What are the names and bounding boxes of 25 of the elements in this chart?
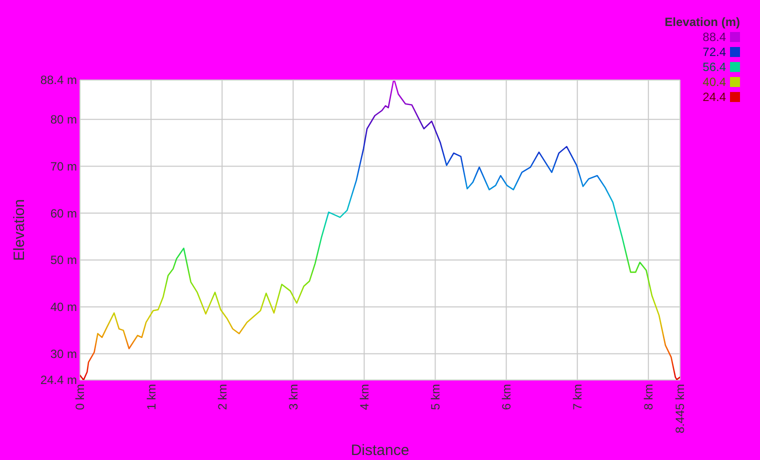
x-tick-label: 4 km: [357, 384, 372, 410]
y-tick-label: 50 m: [50, 253, 77, 268]
y-tick-label: 80 m: [50, 112, 77, 127]
x-tick-label: 2 km: [215, 384, 230, 410]
color-bar-label: 40.4: [702, 75, 726, 90]
line-series: [80, 80, 680, 380]
y-axis-title: Elevation: [11, 199, 28, 261]
y-tick-label: 40 m: [50, 300, 77, 314]
y-tick-label: 60 m: [50, 206, 77, 220]
x-tick-label: 6 km: [499, 384, 514, 410]
color-bar-label: 56.4: [702, 60, 726, 74]
y-tick-label: 70 m: [50, 159, 77, 174]
color-bar-label: 72.4: [702, 45, 726, 60]
x-tick-label: 8.445 km: [673, 384, 688, 434]
x-tick-label: 1 km: [144, 384, 158, 410]
x-tick-label: 7 km: [570, 384, 585, 410]
x-tick-label: 8 km: [642, 384, 656, 410]
color-bar-title: Elevation (m): [664, 15, 740, 29]
y-tick-label: 30 m: [50, 346, 77, 361]
x-tick-label: 3 km: [286, 384, 300, 410]
x-axis-title: Distance: [350, 442, 410, 459]
x-tick-label: 5 km: [428, 384, 442, 410]
color-bar-label: 88.4: [702, 30, 726, 44]
color-bar-label: 24.4: [702, 90, 726, 104]
y-tick-label: 88.4 m: [40, 73, 77, 88]
